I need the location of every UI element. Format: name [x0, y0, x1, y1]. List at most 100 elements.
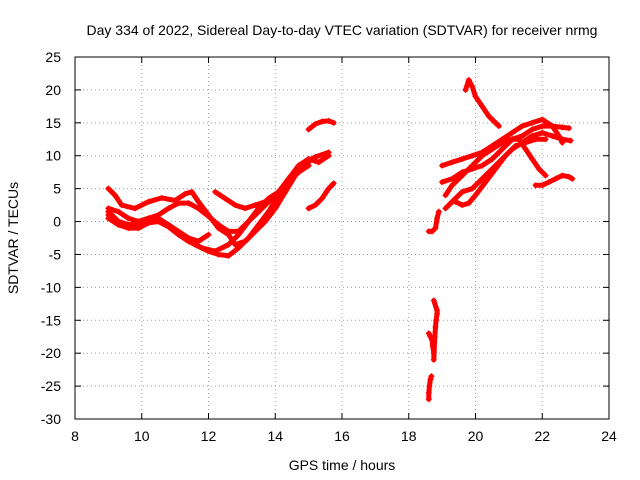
- plus-marker: [182, 190, 189, 197]
- plus-marker: [330, 180, 337, 187]
- plus-marker: [232, 241, 239, 248]
- x-tick-label: 14: [267, 428, 283, 444]
- plus-marker: [559, 172, 566, 179]
- plus-marker: [479, 103, 486, 110]
- plus-marker: [542, 136, 549, 143]
- plus-marker: [428, 373, 435, 380]
- plus-marker: [449, 182, 456, 189]
- series-track-h: [305, 180, 337, 212]
- plus-marker: [252, 202, 259, 209]
- plus-marker: [315, 159, 322, 166]
- plus-marker: [132, 205, 139, 212]
- plus-marker: [479, 149, 486, 156]
- plus-marker: [325, 152, 332, 159]
- plus-marker: [545, 179, 552, 186]
- plus-marker: [325, 185, 332, 192]
- plus-marker: [432, 225, 439, 232]
- y-tick-label: 10: [45, 148, 61, 164]
- plus-marker: [442, 205, 449, 212]
- plus-marker: [432, 323, 439, 330]
- plus-marker: [165, 221, 172, 228]
- plus-marker: [567, 137, 574, 144]
- plus-marker: [479, 175, 486, 182]
- plus-marker: [118, 202, 125, 209]
- y-tick-label: -20: [41, 345, 61, 361]
- plus-marker: [205, 213, 212, 220]
- plus-marker: [427, 376, 434, 383]
- series-track-k: [425, 208, 442, 235]
- plus-marker: [185, 235, 192, 241]
- plus-marker: [115, 218, 122, 225]
- plus-marker: [535, 165, 542, 172]
- plus-marker: [285, 175, 292, 182]
- plus-marker: [499, 136, 506, 143]
- y-tick-label: 5: [53, 181, 61, 197]
- plus-marker: [262, 198, 269, 205]
- plus-marker: [529, 156, 536, 163]
- plus-marker: [325, 117, 332, 124]
- plus-marker: [469, 165, 476, 172]
- plus-marker: [188, 188, 195, 195]
- plus-marker: [125, 221, 132, 228]
- plus-marker: [559, 124, 566, 131]
- plus-marker: [105, 211, 112, 218]
- plus-marker: [499, 146, 506, 153]
- plus-marker: [282, 188, 289, 195]
- plus-marker: [195, 238, 202, 245]
- plus-marker: [529, 126, 536, 133]
- plus-marker: [185, 200, 192, 207]
- plus-marker: [425, 396, 432, 403]
- plus-marker: [245, 218, 252, 225]
- x-tick-label: 22: [534, 428, 550, 444]
- x-tick-label: 12: [201, 428, 217, 444]
- plus-marker: [565, 173, 572, 180]
- plus-marker: [430, 297, 437, 304]
- plus-marker: [529, 119, 536, 126]
- series-line: [212, 189, 288, 211]
- plus-marker: [459, 156, 466, 163]
- plus-marker: [522, 139, 529, 146]
- y-tick-label: -10: [41, 279, 61, 295]
- plus-marker: [569, 175, 576, 182]
- plus-marker: [434, 307, 441, 314]
- plus-marker: [465, 77, 472, 84]
- plus-marker: [479, 162, 486, 169]
- y-tick-label: -5: [49, 246, 62, 262]
- plus-marker: [469, 83, 476, 90]
- series-track-f: [212, 188, 289, 212]
- plus-marker: [539, 116, 546, 123]
- plus-marker: [512, 142, 519, 149]
- plus-marker: [469, 185, 476, 192]
- plus-marker: [205, 231, 212, 238]
- plus-marker: [330, 119, 337, 126]
- plus-marker: [105, 205, 112, 212]
- plus-marker: [265, 208, 272, 215]
- series-line: [463, 77, 502, 129]
- y-tick-labels: -30 -25 -20 -15 -10 -5 0 5 10 15 20 25: [41, 49, 61, 427]
- plus-marker: [198, 244, 205, 251]
- plus-marker: [495, 123, 502, 130]
- plus-marker: [430, 356, 437, 363]
- plus-marker: [158, 194, 165, 201]
- y-axis-label: SDTVAR / TECUs: [5, 182, 21, 294]
- plus-marker: [195, 205, 202, 212]
- plus-marker: [431, 333, 438, 340]
- plus-marker: [318, 195, 325, 202]
- plus-marker: [439, 179, 446, 186]
- x-tick-label: 24: [601, 428, 617, 444]
- plus-marker: [105, 185, 112, 192]
- plus-marker: [195, 198, 202, 205]
- plus-marker: [429, 337, 436, 344]
- x-axis-label: GPS time / hours: [289, 457, 396, 473]
- x-tick-labels: 8 10 12 14 16 18 20 22 24: [71, 428, 617, 444]
- plus-marker: [222, 195, 229, 202]
- chart-title: Day 334 of 2022, Sidereal Day-to-day VTE…: [87, 22, 598, 38]
- plus-marker: [532, 182, 539, 189]
- plus-marker: [472, 192, 479, 199]
- plus-marker: [255, 208, 262, 215]
- plus-marker: [430, 350, 437, 357]
- plus-marker: [145, 198, 152, 205]
- plus-marker: [312, 121, 319, 128]
- plus-marker: [215, 221, 222, 228]
